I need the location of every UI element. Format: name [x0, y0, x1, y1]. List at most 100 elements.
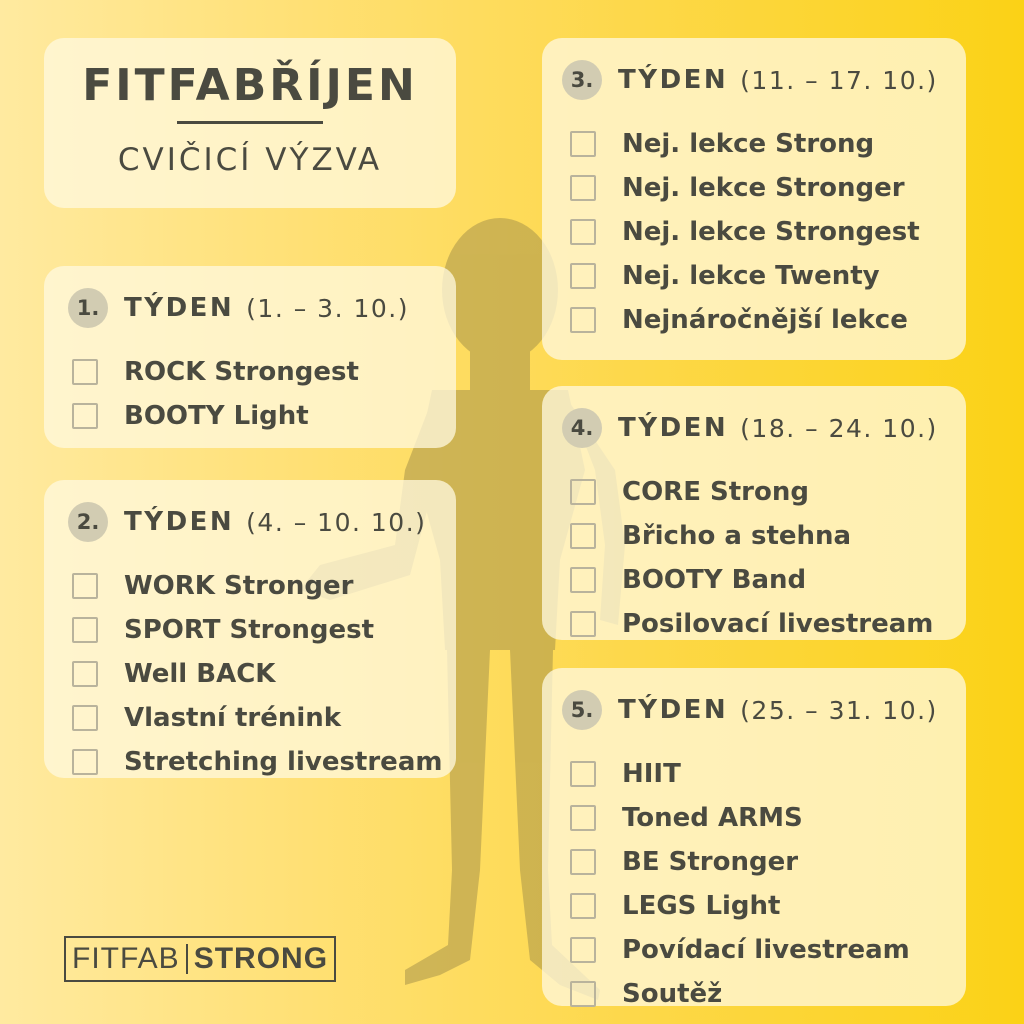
- task-label: Stretching livestream: [124, 747, 443, 777]
- task-label: Nej. lekce Stronger: [622, 173, 905, 203]
- checkbox[interactable]: [570, 567, 596, 593]
- checkbox[interactable]: [570, 523, 596, 549]
- title-card: FITFABŘÍJEN CVIČICÍ VÝZVA: [44, 38, 456, 208]
- task-item: Nej. lekce Twenty: [570, 254, 920, 298]
- checkbox[interactable]: [570, 263, 596, 289]
- checkbox[interactable]: [570, 219, 596, 245]
- checkbox[interactable]: [72, 749, 98, 775]
- task-item: Vlastní trénink: [72, 696, 442, 740]
- task-label: Nejnáročnější lekce: [622, 305, 908, 335]
- week-card-3: 3. TÝDEN (11. – 17. 10.) Nej. lekce Stro…: [542, 38, 966, 360]
- checkbox[interactable]: [570, 307, 596, 333]
- checkbox[interactable]: [72, 403, 98, 429]
- task-label: Nej. lekce Twenty: [622, 261, 880, 291]
- title-divider: [177, 121, 323, 124]
- checkbox[interactable]: [72, 617, 98, 643]
- week-dates: (18. – 24. 10.): [740, 413, 938, 443]
- checkbox[interactable]: [72, 359, 98, 385]
- checkbox[interactable]: [570, 761, 596, 787]
- task-label: Vlastní trénink: [124, 703, 342, 733]
- task-item: Nej. lekce Strong: [570, 122, 920, 166]
- task-item: CORE Strong: [570, 470, 933, 514]
- week-label: TÝDEN: [124, 293, 235, 323]
- week-number-badge: 3.: [562, 60, 602, 100]
- task-label: BOOTY Band: [622, 565, 807, 595]
- task-item: BOOTY Band: [570, 558, 933, 602]
- task-list: HIIT Toned ARMS BE Stronger LEGS Light P…: [570, 752, 910, 1016]
- task-label: HIIT: [622, 759, 681, 789]
- checkbox[interactable]: [570, 937, 596, 963]
- week-header: 1. TÝDEN (1. – 3. 10.): [68, 288, 409, 328]
- task-label: SPORT Strongest: [124, 615, 375, 645]
- task-item: BOOTY Light: [72, 394, 359, 438]
- task-label: CORE Strong: [622, 477, 809, 507]
- task-item: WORK Stronger: [72, 564, 442, 608]
- task-item: Stretching livestream: [72, 740, 442, 784]
- checkbox[interactable]: [570, 175, 596, 201]
- week-dates: (4. – 10. 10.): [246, 507, 427, 537]
- task-label: Posilovací livestream: [622, 609, 934, 639]
- week-label: TÝDEN: [618, 695, 729, 725]
- task-label: BOOTY Light: [124, 401, 309, 431]
- task-item: Posilovací livestream: [570, 602, 933, 646]
- task-item: SPORT Strongest: [72, 608, 442, 652]
- week-number-badge: 1.: [68, 288, 108, 328]
- page-subtitle: CVIČICÍ VÝZVA: [117, 142, 383, 178]
- week-dates: (11. – 17. 10.): [740, 65, 938, 95]
- checkbox[interactable]: [570, 849, 596, 875]
- task-item: Toned ARMS: [570, 796, 910, 840]
- logo-text-fitfab: FITFAB: [72, 942, 180, 975]
- week-card-4: 4. TÝDEN (18. – 24. 10.) CORE Strong Bři…: [542, 386, 966, 640]
- checkbox[interactable]: [570, 131, 596, 157]
- week-number-badge: 4.: [562, 408, 602, 448]
- task-label: Povídací livestream: [622, 935, 910, 965]
- task-item: Povídací livestream: [570, 928, 910, 972]
- task-label: BE Stronger: [622, 847, 799, 877]
- task-item: Nejnáročnější lekce: [570, 298, 920, 342]
- task-label: Well BACK: [124, 659, 276, 689]
- task-list: Nej. lekce Strong Nej. lekce Stronger Ne…: [570, 122, 920, 342]
- logo-text-strong: STRONG: [193, 942, 329, 975]
- task-item: Břicho a stehna: [570, 514, 933, 558]
- task-item: Well BACK: [72, 652, 442, 696]
- task-item: Nej. lekce Stronger: [570, 166, 920, 210]
- task-list: CORE Strong Břicho a stehna BOOTY Band P…: [570, 470, 933, 646]
- task-item: ROCK Strongest: [72, 350, 359, 394]
- task-label: Nej. lekce Strong: [622, 129, 875, 159]
- task-item: LEGS Light: [570, 884, 910, 928]
- checkbox[interactable]: [570, 611, 596, 637]
- checkbox[interactable]: [72, 705, 98, 731]
- week-header: 4. TÝDEN (18. – 24. 10.): [562, 408, 938, 448]
- week-card-2: 2. TÝDEN (4. – 10. 10.) WORK Stronger SP…: [44, 480, 456, 778]
- week-card-1: 1. TÝDEN (1. – 3. 10.) ROCK Strongest BO…: [44, 266, 456, 448]
- week-label: TÝDEN: [618, 413, 729, 443]
- week-dates: (25. – 31. 10.): [740, 695, 938, 725]
- checkbox[interactable]: [72, 573, 98, 599]
- week-header: 2. TÝDEN (4. – 10. 10.): [68, 502, 426, 542]
- week-dates: (1. – 3. 10.): [246, 293, 409, 323]
- week-label: TÝDEN: [124, 507, 235, 537]
- task-label: Břicho a stehna: [622, 521, 852, 551]
- week-card-5: 5. TÝDEN (25. – 31. 10.) HIIT Toned ARMS…: [542, 668, 966, 1009]
- week-number-badge: 5.: [562, 690, 602, 730]
- task-list: ROCK Strongest BOOTY Light: [72, 350, 359, 438]
- checkbox[interactable]: [72, 661, 98, 687]
- week-header: 5. TÝDEN (25. – 31. 10.): [562, 690, 938, 730]
- task-item: BE Stronger: [570, 840, 910, 884]
- week-header: 3. TÝDEN (11. – 17. 10.): [562, 60, 938, 100]
- checkbox[interactable]: [570, 893, 596, 919]
- page-title: FITFABŘÍJEN: [82, 60, 418, 111]
- task-list: WORK Stronger SPORT Strongest Well BACK …: [72, 564, 442, 784]
- task-label: WORK Stronger: [124, 571, 354, 601]
- checkbox[interactable]: [570, 981, 596, 1007]
- task-label: Toned ARMS: [622, 803, 803, 833]
- checkbox[interactable]: [570, 805, 596, 831]
- task-item: HIIT: [570, 752, 910, 796]
- task-item: Soutěž: [570, 972, 910, 1016]
- fitfab-strong-logo: FITFAB STRONG: [64, 936, 337, 982]
- logo-divider: [185, 944, 188, 974]
- task-label: Soutěž: [622, 979, 723, 1009]
- week-number-badge: 2.: [68, 502, 108, 542]
- week-label: TÝDEN: [618, 65, 729, 95]
- checkbox[interactable]: [570, 479, 596, 505]
